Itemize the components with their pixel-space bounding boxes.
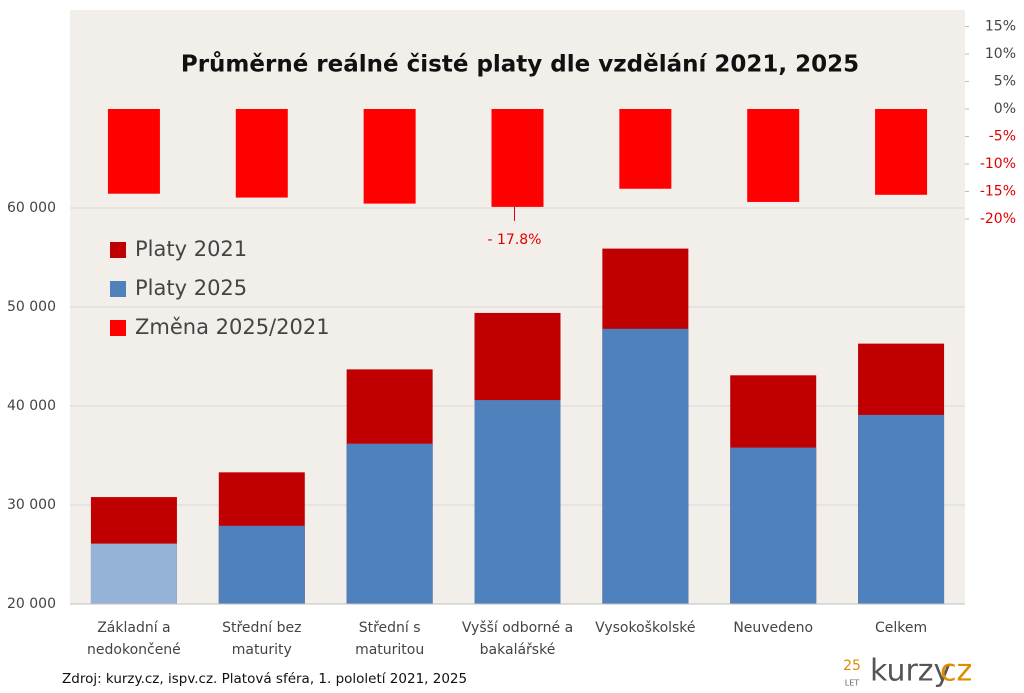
x-tick-label: Střední s (359, 620, 421, 636)
y2-tick-label: -5% (989, 129, 1016, 145)
y-tick-label: 30 000 (7, 497, 56, 513)
x-tick-label: maturitou (355, 642, 424, 658)
change-bar (619, 109, 672, 189)
legend-swatch (110, 242, 126, 258)
change-bar (363, 109, 416, 204)
y2-tick-label: -15% (980, 184, 1016, 200)
x-tick-label: Střední bez (222, 620, 301, 636)
y2-tick-label: 15% (985, 19, 1016, 35)
logo-name: kurzy (870, 654, 951, 689)
x-tick-label: Neuvedeno (733, 620, 813, 636)
logo-years: 25 (843, 658, 861, 674)
x-tick-label: bakalářské (480, 642, 556, 658)
logo-suffix: cz (940, 654, 972, 689)
change-bar (491, 109, 544, 207)
y2-tick-label: 0% (994, 101, 1016, 117)
source: Zdroj: kurzy.cz, ispv.cz. Platová sféra,… (62, 671, 467, 687)
bar (90, 543, 177, 604)
y-tick-label: 50 000 (7, 299, 56, 315)
bar (474, 400, 561, 604)
x-tick-label: Vyšší odborné a (462, 620, 573, 636)
x-tick-label: Celkem (875, 620, 927, 636)
logo: 25 LET kurzy cz (843, 654, 972, 689)
change-bar (747, 109, 800, 202)
change-bar (235, 109, 288, 198)
legend-label: Změna 2025/2021 (135, 315, 330, 339)
bar (858, 414, 945, 604)
x-tick-label: maturity (232, 642, 292, 658)
data-label: - 17.8% (488, 232, 542, 248)
change-bar (875, 109, 928, 195)
bar (346, 443, 433, 604)
legend-label: Platy 2025 (135, 276, 247, 300)
y2-tick-label: -10% (980, 156, 1016, 172)
chart-title: Průměrné reálné čisté platy dle vzdělání… (181, 51, 859, 78)
x-tick-label: Základní a (97, 620, 170, 636)
y-tick-label: 20 000 (7, 596, 56, 612)
y2-tick-label: 10% (985, 46, 1016, 62)
change-bar (107, 109, 160, 194)
legend-swatch (110, 320, 126, 336)
logo-years-word: LET (845, 679, 860, 688)
y2-tick-label: -20% (980, 211, 1016, 227)
y-tick-label: 40 000 (7, 398, 56, 414)
legend-label: Platy 2021 (135, 237, 247, 261)
x-tick-label: nedokončené (87, 642, 181, 658)
x-tick-label: Vysokoškolské (595, 620, 695, 636)
bar (602, 328, 689, 604)
y2-tick-label: 5% (994, 74, 1016, 90)
legend-swatch (110, 281, 126, 297)
y-tick-label: 60 000 (7, 200, 56, 216)
bar (218, 525, 305, 604)
bar (730, 447, 817, 604)
